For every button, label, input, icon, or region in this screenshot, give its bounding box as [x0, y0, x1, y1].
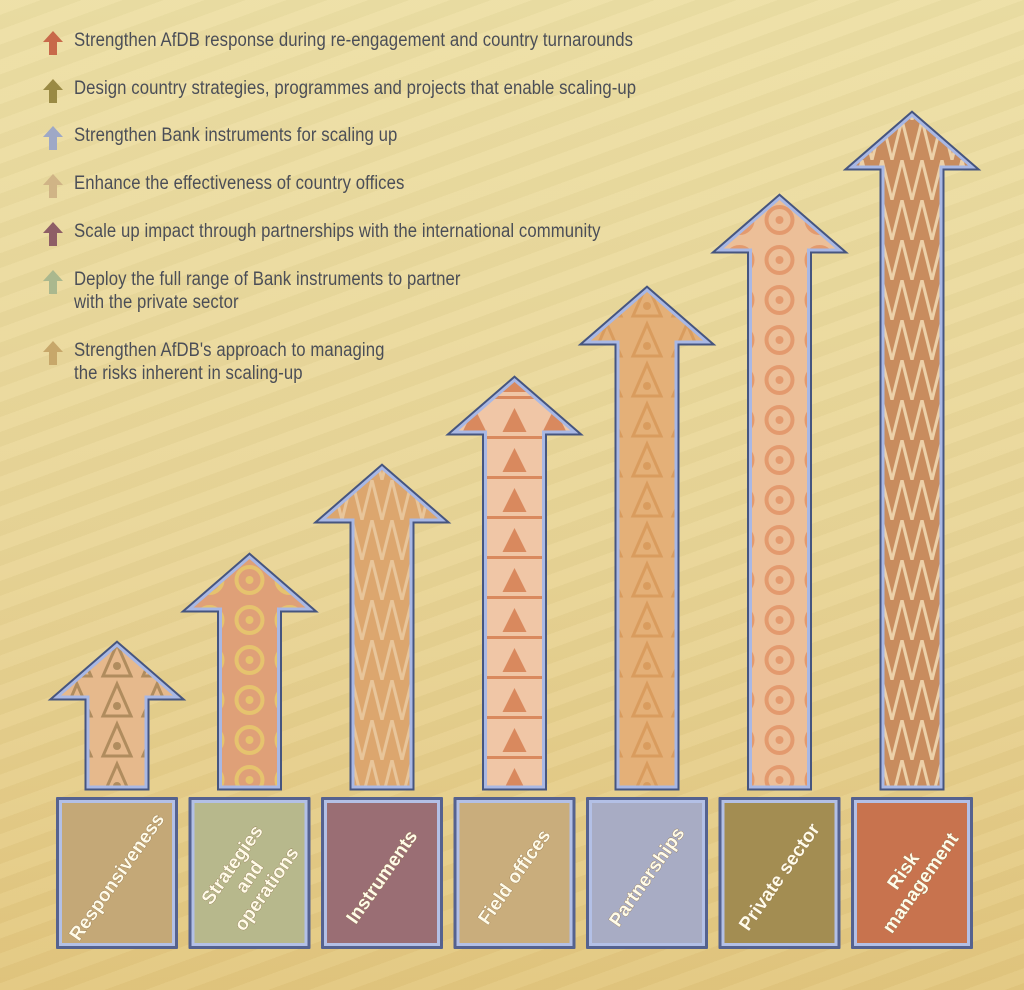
legend-up-arrow-icon — [43, 174, 63, 198]
legend-up-arrow-icon — [43, 126, 63, 150]
legend-label: Enhance the effectiveness of country off… — [74, 173, 405, 194]
legend-item-instruments: Strengthen Bank instruments for scaling … — [42, 124, 782, 151]
legend-arrow-shape — [43, 222, 63, 246]
legend-label: Strengthen Bank instruments for scaling … — [74, 125, 398, 146]
legend-up-arrow-icon — [43, 222, 63, 246]
legend-arrow-shape — [43, 341, 63, 365]
legend-label: Strengthen AfDB response during re-engag… — [74, 30, 634, 51]
legend-item-risk-management: Strengthen AfDB's approach to managing t… — [42, 339, 782, 385]
pillar-box — [724, 803, 835, 943]
legend-arrow-shape — [43, 126, 63, 150]
legend-item-private-sector: Deploy the full range of Bank instrument… — [42, 268, 782, 314]
pillar-box — [62, 803, 172, 943]
growth-arrow — [847, 113, 977, 789]
legend-label: Strengthen AfDB's approach to managing t… — [74, 340, 385, 384]
growth-arrow — [185, 555, 314, 789]
pillar-5: Partnerships — [577, 285, 717, 949]
pillar-box — [857, 803, 967, 943]
growth-arrow — [582, 288, 712, 789]
legend-up-arrow-icon — [43, 79, 63, 103]
growth-arrow — [715, 196, 844, 789]
legend-item-strategies: Design country strategies, programmes an… — [42, 77, 782, 104]
growth-arrow — [317, 466, 447, 789]
pillar-box — [327, 803, 437, 943]
legend-arrow-shape — [43, 270, 63, 294]
legend-label: Scale up impact through partnerships wit… — [74, 221, 601, 242]
legend-item-field-offices: Enhance the effectiveness of country off… — [42, 172, 782, 199]
pillar-1: Responsiveness — [47, 640, 187, 949]
pillar-box — [459, 803, 570, 943]
growth-arrow — [52, 643, 182, 789]
legend-up-arrow-icon — [43, 31, 63, 55]
pillar-3: Instruments — [312, 463, 452, 949]
legend-up-arrow-icon — [43, 270, 63, 294]
legend-label: Deploy the full range of Bank instrument… — [74, 269, 461, 313]
growth-arrow — [450, 378, 579, 789]
legend-arrow-shape — [43, 79, 63, 103]
pillar-4: Field offices — [445, 375, 584, 949]
legend-item-responsiveness: Strengthen AfDB response during re-engag… — [42, 29, 782, 56]
pillar-box — [592, 803, 702, 943]
legend-arrow-shape — [43, 31, 63, 55]
pillar-7: Riskmanagement — [842, 110, 982, 949]
legend-item-partnerships: Scale up impact through partnerships wit… — [42, 220, 782, 247]
legend-label: Design country strategies, programmes an… — [74, 78, 637, 99]
pillar-2: Strategiesandoperations — [180, 552, 319, 949]
pillar-6: Private sector — [710, 193, 849, 949]
pillar-box — [194, 803, 305, 943]
legend-up-arrow-icon — [43, 341, 63, 365]
legend-arrow-shape — [43, 174, 63, 198]
